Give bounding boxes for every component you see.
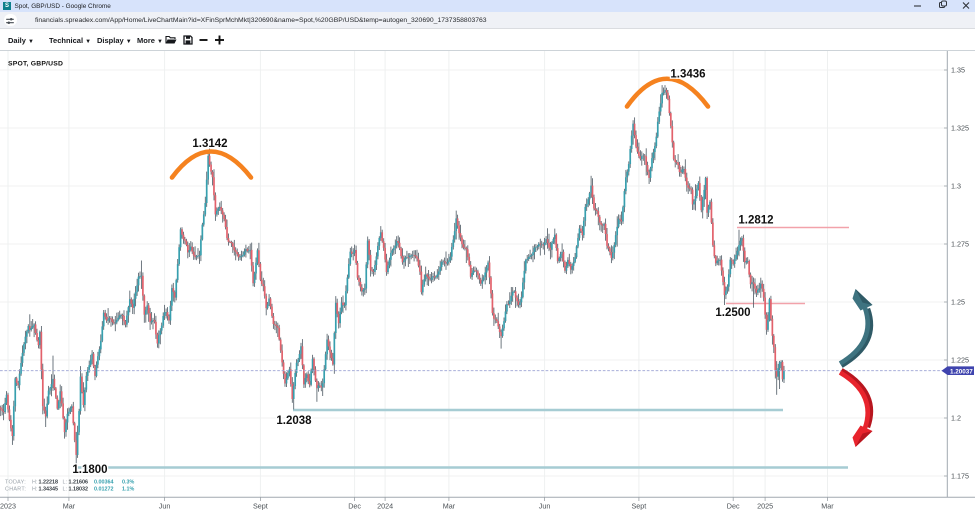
- svg-text:1.18032: 1.18032: [69, 487, 89, 493]
- svg-text:1.225: 1.225: [951, 356, 969, 365]
- svg-text:H:: H:: [32, 480, 37, 486]
- svg-text:1.1%: 1.1%: [122, 487, 134, 493]
- svg-text:2025: 2025: [757, 502, 773, 511]
- svg-text:Mar: Mar: [443, 502, 456, 511]
- svg-text:1.20037: 1.20037: [950, 368, 973, 375]
- svg-text:0.00364: 0.00364: [94, 480, 114, 486]
- svg-text:Jun: Jun: [159, 502, 171, 511]
- svg-text:1.3142: 1.3142: [192, 138, 227, 150]
- svg-text:1.2812: 1.2812: [738, 215, 773, 227]
- svg-text:1.21606: 1.21606: [69, 480, 89, 486]
- svg-text:1.2038: 1.2038: [276, 415, 312, 427]
- svg-text:1.175: 1.175: [951, 472, 969, 481]
- svg-text:Dec: Dec: [727, 502, 740, 511]
- svg-text:Sept: Sept: [632, 502, 647, 511]
- svg-text:L:: L:: [63, 487, 68, 493]
- svg-text:2023: 2023: [0, 502, 16, 511]
- svg-text:SPOT, GBP/USD: SPOT, GBP/USD: [8, 61, 63, 68]
- svg-text:1.3436: 1.3436: [670, 69, 705, 81]
- svg-text:1.275: 1.275: [951, 240, 969, 249]
- svg-text:Dec: Dec: [348, 502, 361, 511]
- svg-text:1.25: 1.25: [951, 298, 965, 307]
- svg-text:1.35: 1.35: [951, 66, 965, 75]
- svg-text:1.325: 1.325: [951, 124, 969, 133]
- svg-text:H:: H:: [32, 487, 37, 493]
- svg-text:Jun: Jun: [539, 502, 551, 511]
- svg-text:L:: L:: [63, 480, 68, 486]
- svg-text:0.3%: 0.3%: [122, 480, 134, 486]
- svg-text:1.22218: 1.22218: [39, 480, 59, 486]
- svg-text:Mar: Mar: [63, 502, 76, 511]
- svg-text:TODAY:: TODAY:: [5, 480, 26, 486]
- svg-text:1.2500: 1.2500: [715, 307, 750, 319]
- svg-text:1.1800: 1.1800: [72, 464, 107, 476]
- svg-text:1.34345: 1.34345: [39, 487, 59, 493]
- svg-text:0.01272: 0.01272: [94, 487, 114, 493]
- svg-text:2024: 2024: [377, 502, 393, 511]
- svg-text:CHART:: CHART:: [5, 487, 26, 493]
- svg-text:Mar: Mar: [821, 502, 834, 511]
- svg-text:Sept: Sept: [253, 502, 268, 511]
- svg-text:1.3: 1.3: [951, 182, 961, 191]
- svg-text:1.2: 1.2: [951, 414, 961, 423]
